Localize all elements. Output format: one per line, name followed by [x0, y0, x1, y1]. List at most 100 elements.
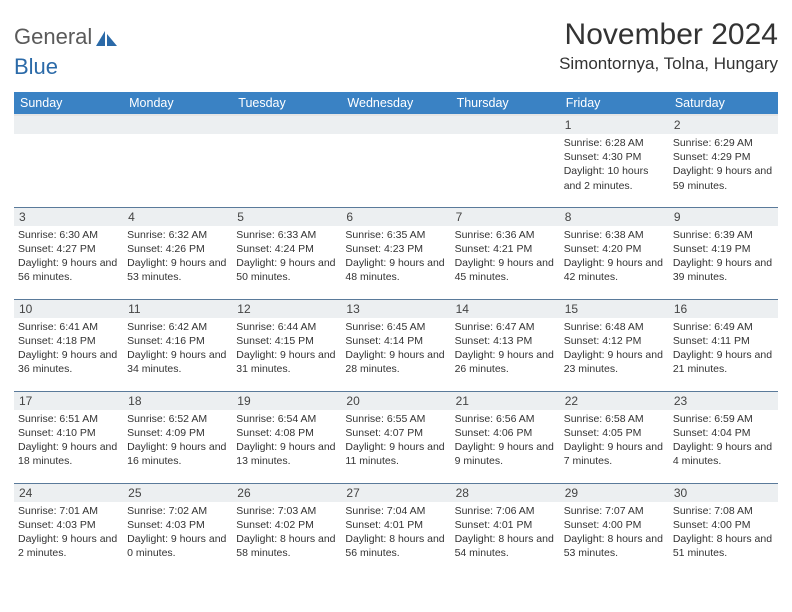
sunrise-line: Sunrise: 6:38 AM [564, 228, 665, 242]
day-number: 26 [232, 484, 341, 502]
day-details: Sunrise: 6:44 AMSunset: 4:15 PMDaylight:… [232, 318, 341, 380]
sunrise-line: Sunrise: 6:32 AM [127, 228, 228, 242]
calendar-cell: 6Sunrise: 6:35 AMSunset: 4:23 PMDaylight… [341, 207, 450, 299]
sunrise-line: Sunrise: 6:52 AM [127, 412, 228, 426]
calendar-cell: 8Sunrise: 6:38 AMSunset: 4:20 PMDaylight… [560, 207, 669, 299]
day-number: 2 [669, 116, 778, 134]
sunset-line: Sunset: 4:30 PM [564, 150, 665, 164]
day-details: Sunrise: 6:29 AMSunset: 4:29 PMDaylight:… [669, 134, 778, 196]
daylight-line: Daylight: 9 hours and 0 minutes. [127, 532, 228, 560]
sunrise-line: Sunrise: 7:07 AM [564, 504, 665, 518]
sunset-line: Sunset: 4:09 PM [127, 426, 228, 440]
sunrise-line: Sunrise: 6:30 AM [18, 228, 119, 242]
daylight-line: Daylight: 9 hours and 56 minutes. [18, 256, 119, 284]
calendar-cell: 9Sunrise: 6:39 AMSunset: 4:19 PMDaylight… [669, 207, 778, 299]
daylight-line: Daylight: 9 hours and 39 minutes. [673, 256, 774, 284]
daylight-line: Daylight: 9 hours and 7 minutes. [564, 440, 665, 468]
calendar-page: General November 2024 Simontornya, Tolna… [0, 0, 792, 585]
day-details: Sunrise: 7:06 AMSunset: 4:01 PMDaylight:… [451, 502, 560, 564]
calendar-cell: 16Sunrise: 6:49 AMSunset: 4:11 PMDayligh… [669, 299, 778, 391]
day-number: 6 [341, 208, 450, 226]
sunrise-line: Sunrise: 7:01 AM [18, 504, 119, 518]
sunrise-line: Sunrise: 6:35 AM [345, 228, 446, 242]
day-number: 21 [451, 392, 560, 410]
calendar-week: 1Sunrise: 6:28 AMSunset: 4:30 PMDaylight… [14, 115, 778, 207]
daylight-line: Daylight: 9 hours and 34 minutes. [127, 348, 228, 376]
daylight-line: Daylight: 9 hours and 26 minutes. [455, 348, 556, 376]
sunrise-line: Sunrise: 6:47 AM [455, 320, 556, 334]
sunrise-line: Sunrise: 6:44 AM [236, 320, 337, 334]
column-header: Wednesday [341, 92, 450, 115]
daylight-line: Daylight: 8 hours and 58 minutes. [236, 532, 337, 560]
calendar-header-row: SundayMondayTuesdayWednesdayThursdayFrid… [14, 92, 778, 115]
calendar-cell: 1Sunrise: 6:28 AMSunset: 4:30 PMDaylight… [560, 115, 669, 207]
calendar-cell: 15Sunrise: 6:48 AMSunset: 4:12 PMDayligh… [560, 299, 669, 391]
day-details: Sunrise: 7:01 AMSunset: 4:03 PMDaylight:… [14, 502, 123, 564]
sunrise-line: Sunrise: 6:56 AM [455, 412, 556, 426]
day-details: Sunrise: 7:02 AMSunset: 4:03 PMDaylight:… [123, 502, 232, 564]
calendar-body: 1Sunrise: 6:28 AMSunset: 4:30 PMDaylight… [14, 115, 778, 575]
day-number: 13 [341, 300, 450, 318]
sunset-line: Sunset: 4:01 PM [345, 518, 446, 532]
day-number: 27 [341, 484, 450, 502]
day-details: Sunrise: 6:32 AMSunset: 4:26 PMDaylight:… [123, 226, 232, 288]
sunset-line: Sunset: 4:03 PM [127, 518, 228, 532]
daylight-line: Daylight: 8 hours and 56 minutes. [345, 532, 446, 560]
daylight-line: Daylight: 9 hours and 28 minutes. [345, 348, 446, 376]
day-number: 25 [123, 484, 232, 502]
day-number: 24 [14, 484, 123, 502]
month-title: November 2024 [559, 18, 778, 52]
day-number: 7 [451, 208, 560, 226]
day-number-empty [451, 116, 560, 134]
sunset-line: Sunset: 4:29 PM [673, 150, 774, 164]
daylight-line: Daylight: 9 hours and 23 minutes. [564, 348, 665, 376]
daylight-line: Daylight: 8 hours and 51 minutes. [673, 532, 774, 560]
sunrise-line: Sunrise: 6:28 AM [564, 136, 665, 150]
sail-icon [96, 30, 118, 46]
daylight-line: Daylight: 9 hours and 11 minutes. [345, 440, 446, 468]
sunrise-line: Sunrise: 6:29 AM [673, 136, 774, 150]
calendar-cell [451, 115, 560, 207]
calendar-week: 3Sunrise: 6:30 AMSunset: 4:27 PMDaylight… [14, 207, 778, 299]
sunrise-line: Sunrise: 6:36 AM [455, 228, 556, 242]
sunset-line: Sunset: 4:05 PM [564, 426, 665, 440]
calendar-cell: 7Sunrise: 6:36 AMSunset: 4:21 PMDaylight… [451, 207, 560, 299]
calendar-table: SundayMondayTuesdayWednesdayThursdayFrid… [14, 92, 778, 575]
day-number: 5 [232, 208, 341, 226]
column-header: Tuesday [232, 92, 341, 115]
sunset-line: Sunset: 4:15 PM [236, 334, 337, 348]
sunset-line: Sunset: 4:04 PM [673, 426, 774, 440]
sunset-line: Sunset: 4:21 PM [455, 242, 556, 256]
calendar-week: 10Sunrise: 6:41 AMSunset: 4:18 PMDayligh… [14, 299, 778, 391]
calendar-cell: 13Sunrise: 6:45 AMSunset: 4:14 PMDayligh… [341, 299, 450, 391]
daylight-line: Daylight: 9 hours and 50 minutes. [236, 256, 337, 284]
calendar-cell [341, 115, 450, 207]
sunrise-line: Sunrise: 6:45 AM [345, 320, 446, 334]
calendar-cell: 28Sunrise: 7:06 AMSunset: 4:01 PMDayligh… [451, 483, 560, 575]
sunset-line: Sunset: 4:08 PM [236, 426, 337, 440]
day-details: Sunrise: 7:04 AMSunset: 4:01 PMDaylight:… [341, 502, 450, 564]
day-details: Sunrise: 7:08 AMSunset: 4:00 PMDaylight:… [669, 502, 778, 564]
day-details: Sunrise: 6:41 AMSunset: 4:18 PMDaylight:… [14, 318, 123, 380]
day-details: Sunrise: 6:36 AMSunset: 4:21 PMDaylight:… [451, 226, 560, 288]
day-details: Sunrise: 6:45 AMSunset: 4:14 PMDaylight:… [341, 318, 450, 380]
day-number: 8 [560, 208, 669, 226]
calendar-cell: 10Sunrise: 6:41 AMSunset: 4:18 PMDayligh… [14, 299, 123, 391]
day-number: 19 [232, 392, 341, 410]
sunset-line: Sunset: 4:02 PM [236, 518, 337, 532]
sunrise-line: Sunrise: 7:06 AM [455, 504, 556, 518]
day-details: Sunrise: 6:39 AMSunset: 4:19 PMDaylight:… [669, 226, 778, 288]
day-details: Sunrise: 6:54 AMSunset: 4:08 PMDaylight:… [232, 410, 341, 472]
sunset-line: Sunset: 4:14 PM [345, 334, 446, 348]
day-number: 28 [451, 484, 560, 502]
day-number: 20 [341, 392, 450, 410]
day-details: Sunrise: 6:49 AMSunset: 4:11 PMDaylight:… [669, 318, 778, 380]
daylight-line: Daylight: 9 hours and 42 minutes. [564, 256, 665, 284]
calendar-cell: 18Sunrise: 6:52 AMSunset: 4:09 PMDayligh… [123, 391, 232, 483]
calendar-cell: 14Sunrise: 6:47 AMSunset: 4:13 PMDayligh… [451, 299, 560, 391]
day-number: 12 [232, 300, 341, 318]
calendar-cell: 25Sunrise: 7:02 AMSunset: 4:03 PMDayligh… [123, 483, 232, 575]
day-number: 14 [451, 300, 560, 318]
sunset-line: Sunset: 4:11 PM [673, 334, 774, 348]
day-details: Sunrise: 6:33 AMSunset: 4:24 PMDaylight:… [232, 226, 341, 288]
